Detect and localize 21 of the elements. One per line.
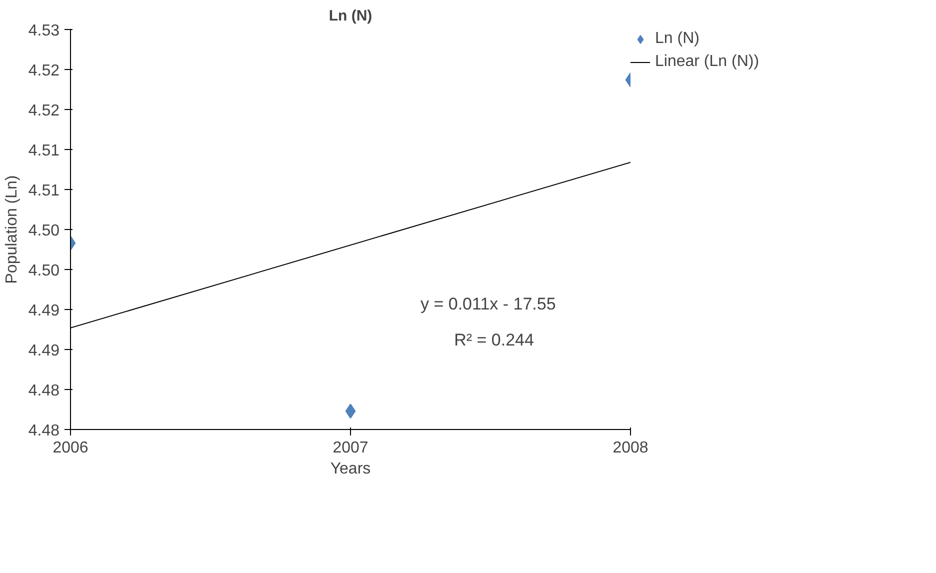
annotation: R² = 0.244 xyxy=(454,330,534,350)
y-tick-label: 4.50 xyxy=(28,222,60,240)
x-tick-label: 2006 xyxy=(52,440,88,456)
y-axis-title: Population (Ln) xyxy=(3,175,20,284)
x-tick-label: 2008 xyxy=(612,440,648,456)
chart-title: Ln (N) xyxy=(328,8,372,24)
y-tick-label: 4.49 xyxy=(28,302,60,320)
y-tick-label: 4.48 xyxy=(28,382,60,400)
y-tick-label: 4.52 xyxy=(28,102,60,120)
y-tick-label: 4.50 xyxy=(28,262,60,280)
y-tick-label: 4.53 xyxy=(28,22,60,40)
y-tick-label: 4.49 xyxy=(28,342,60,360)
y-tick-label: 4.48 xyxy=(28,422,60,440)
x-tick-label: 2007 xyxy=(332,440,368,456)
y-tick-label: 4.52 xyxy=(28,62,60,80)
annotation: y = 0.011x - 17.55 xyxy=(420,294,556,314)
x-axis-title: Years xyxy=(330,460,371,478)
legend-label: Linear (Ln (N)) xyxy=(655,53,760,71)
legend-label: Ln (N) xyxy=(655,30,700,48)
y-tick-label: 4.51 xyxy=(28,142,60,160)
y-tick-label: 4.51 xyxy=(28,182,60,200)
